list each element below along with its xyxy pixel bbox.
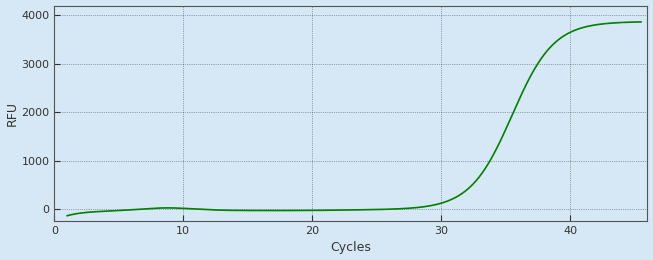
Y-axis label: RFU: RFU [6,101,18,126]
X-axis label: Cycles: Cycles [330,242,372,255]
